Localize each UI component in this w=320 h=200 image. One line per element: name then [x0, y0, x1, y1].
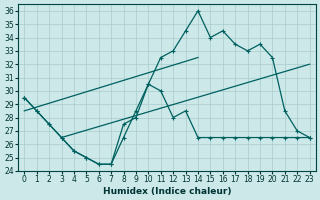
X-axis label: Humidex (Indice chaleur): Humidex (Indice chaleur)	[103, 187, 231, 196]
